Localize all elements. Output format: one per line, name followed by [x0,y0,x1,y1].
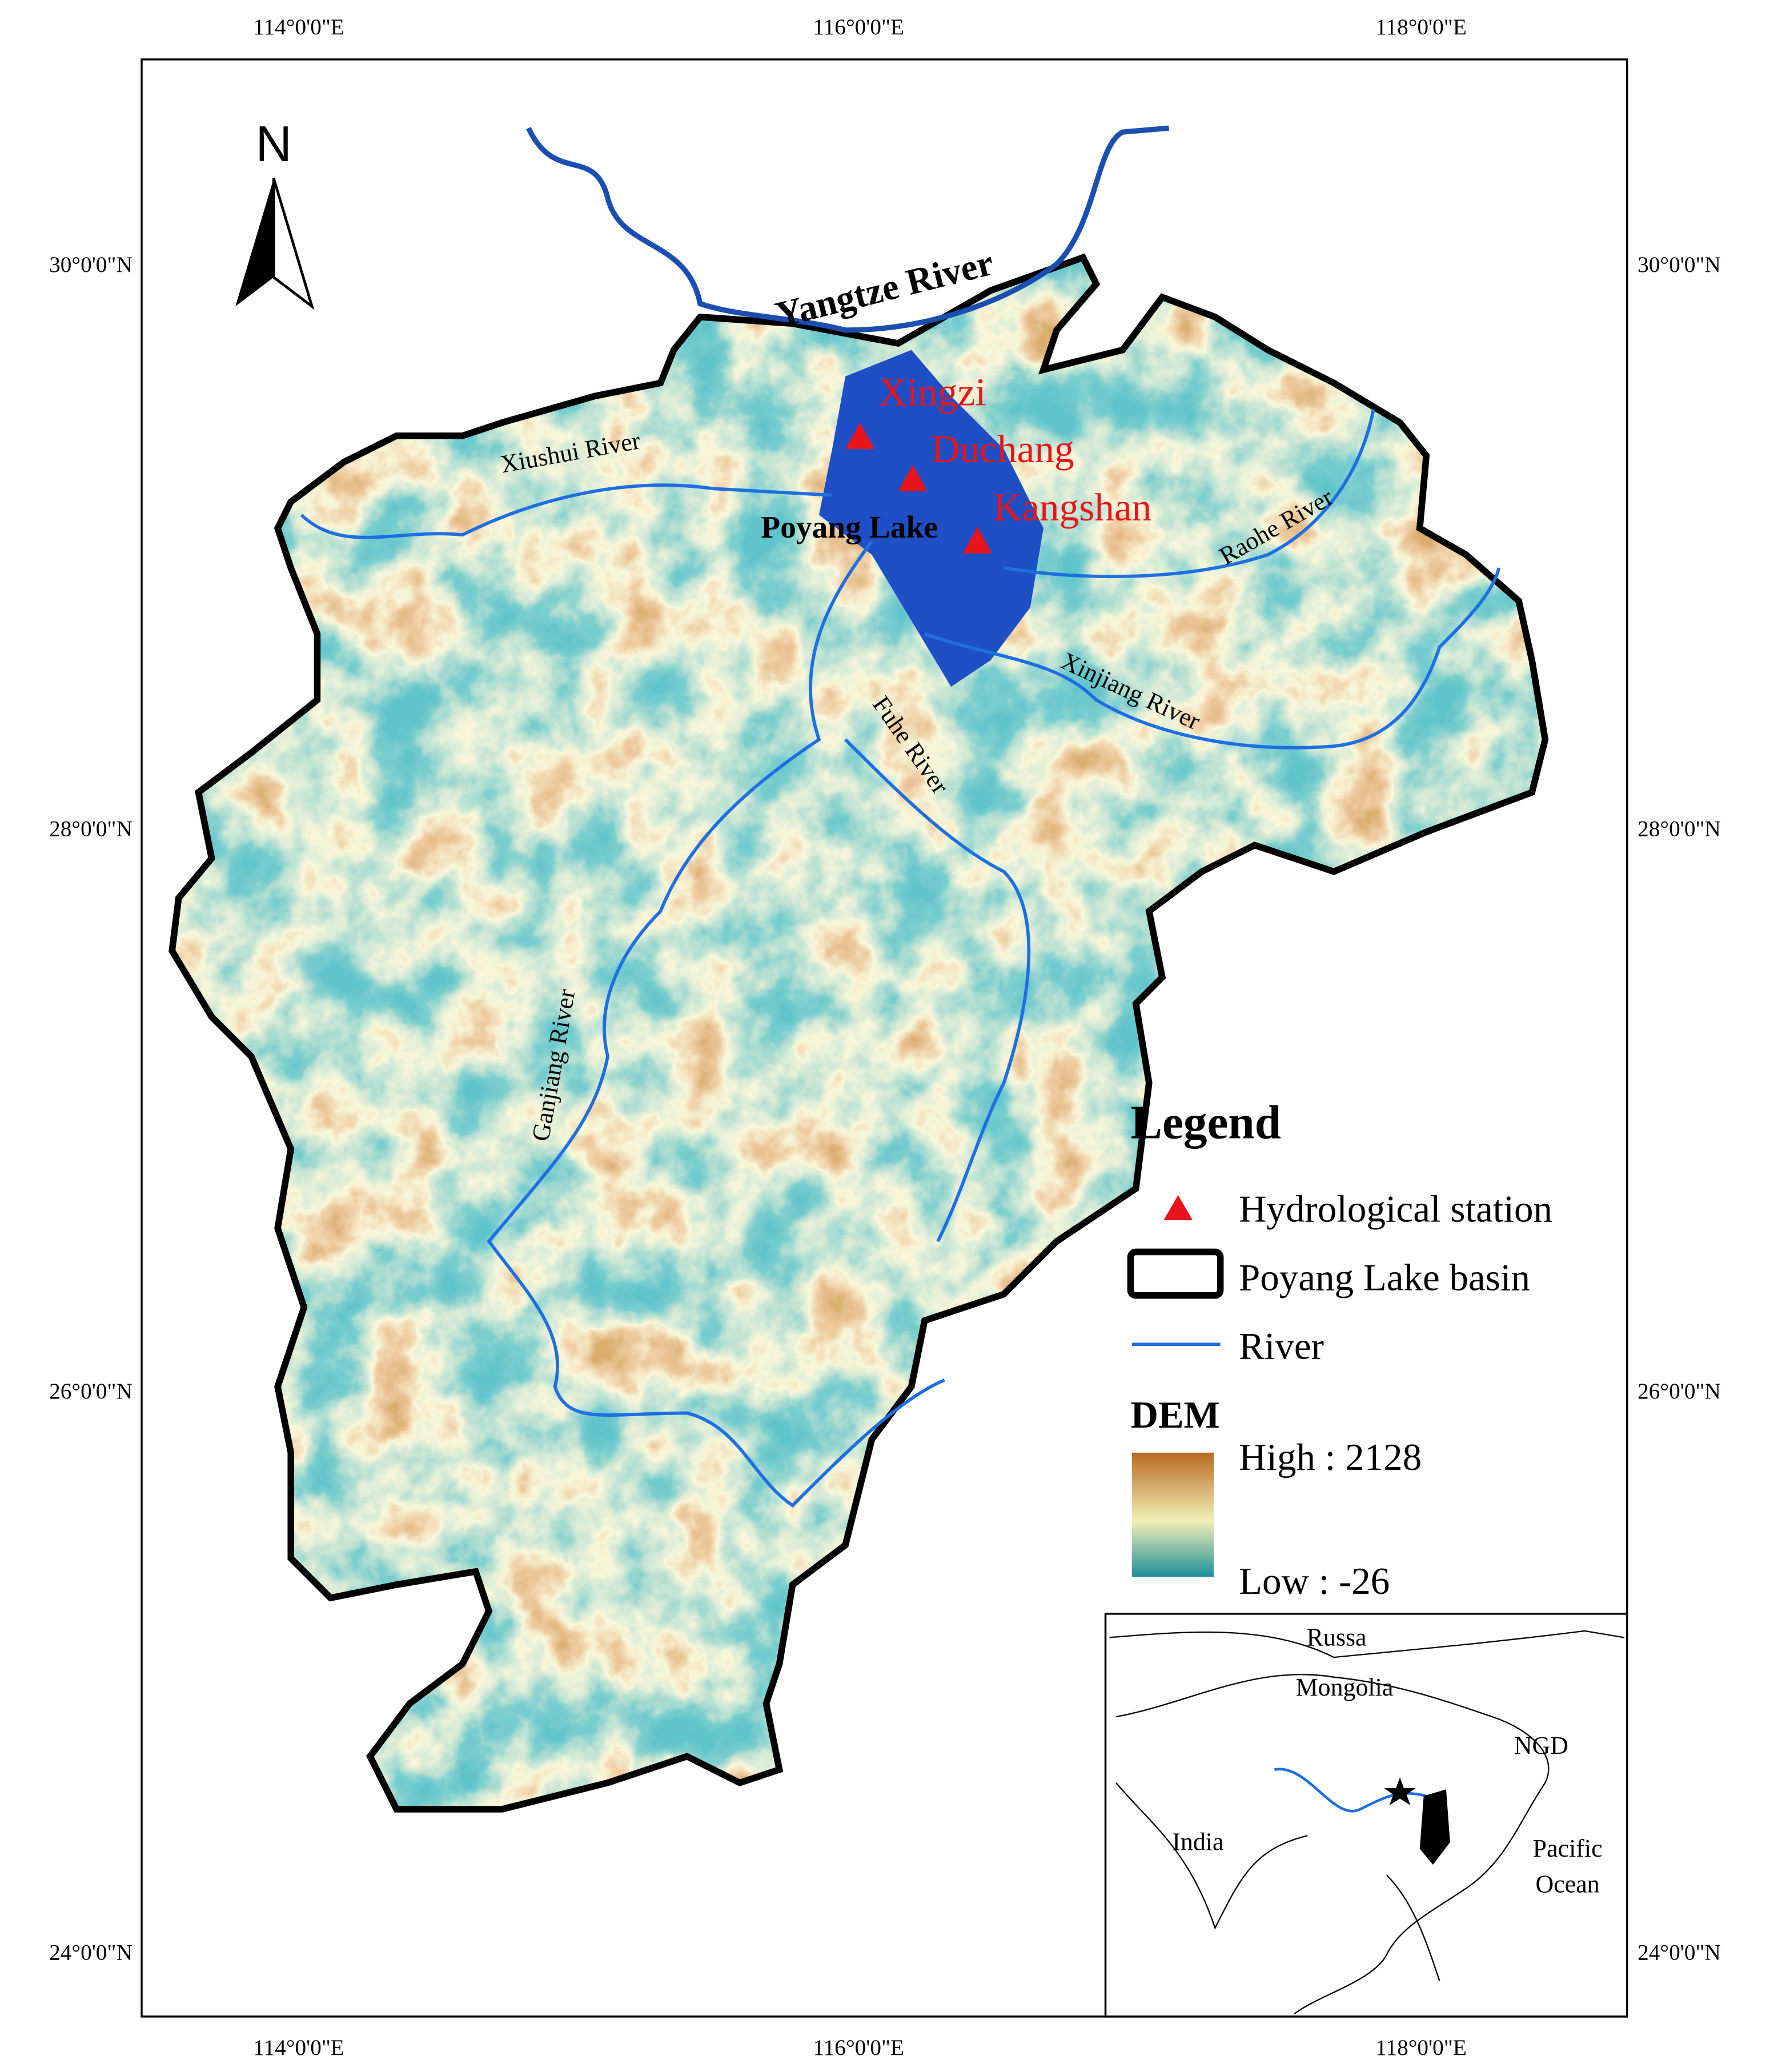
station-markers [845,422,992,554]
inset-label: Mongolia [1296,1673,1394,1701]
yangtze-river [526,125,1169,333]
legend-item: Hydrological station [1239,1188,1552,1230]
inset-label: India [1172,1828,1223,1856]
lat-label: 30°0'0"N [49,253,133,277]
dem-ramp [1131,1452,1214,1577]
lon-label: 116°0'0"E [813,15,904,39]
dem-high: High : 2128 [1239,1436,1422,1478]
lake-label: Poyang Lake [761,510,938,544]
ganjiang-river [487,540,945,1508]
dem-low: Low : -26 [1239,1560,1390,1602]
lon-label: 114°0'0"E [253,15,344,39]
station-label: Kangshan [993,485,1151,529]
inset-map: Russa Mongolia NGD India Pacific Ocean [1104,1613,1628,2018]
station-marker [845,422,875,449]
inset-label: NGD [1514,1732,1568,1760]
north-label: N [255,115,291,172]
legend-item: River [1239,1325,1324,1368]
legend: Legend Hydrological station Poyang Lake … [1127,1096,1552,1602]
lat-label: 28°0'0"N [49,816,133,841]
lat-label: 24°0'0"N [1637,1941,1721,1965]
station-marker [898,464,928,491]
lat-label: 28°0'0"N [1637,816,1721,841]
legend-title: Legend [1130,1096,1281,1149]
legend-symbol [1163,1195,1193,1220]
inset-label: Pacific [1533,1834,1603,1862]
lat-label: 24°0'0"N [49,1941,133,1965]
lat-label: 26°0'0"N [1637,1379,1721,1404]
inset-label: Ocean [1536,1870,1600,1898]
xiushui-river [300,483,833,539]
lon-label: 114°0'0"E [253,2035,344,2060]
inset-label: Russa [1307,1623,1367,1651]
station-label: Duchang [931,427,1074,471]
rivers [300,125,1501,1508]
station-label: Xingzi [878,370,986,414]
lon-label: 116°0'0"E [813,2035,904,2060]
lat-label: 26°0'0"N [49,1379,133,1404]
xinjiang-river [924,567,1501,750]
fuhe-river [844,738,1031,1243]
legend-symbol [1127,1248,1224,1299]
lon-label: 118°0'0"E [1375,2035,1467,2060]
legend-item: Poyang Lake basin [1239,1256,1530,1298]
raohe-river [1004,409,1375,579]
lake [818,350,1043,687]
dem-title: DEM [1130,1394,1219,1436]
lon-label: 118°0'0"E [1375,15,1467,39]
lat-label: 30°0'0"N [1637,253,1721,277]
station-marker [962,527,992,554]
